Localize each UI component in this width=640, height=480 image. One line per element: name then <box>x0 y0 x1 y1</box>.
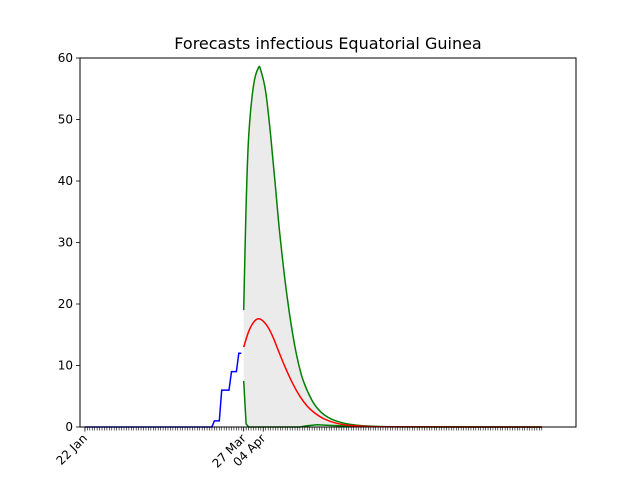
uncertainty-band <box>243 67 542 428</box>
x-tick-label: 22 Jan <box>54 431 90 467</box>
y-tick-label: 10 <box>58 359 73 373</box>
plot-area <box>84 65 542 428</box>
y-tick-label: 20 <box>58 297 73 311</box>
upper-bound-line <box>242 65 542 428</box>
y-tick-label: 0 <box>65 420 73 434</box>
axes-frame <box>79 57 577 428</box>
y-tick-label: 40 <box>58 174 73 188</box>
y-tick-label: 30 <box>58 236 73 250</box>
y-tick-label: 50 <box>58 113 73 127</box>
y-tick-label: 60 <box>58 51 73 65</box>
forecast-line <box>242 318 542 428</box>
observed-line <box>84 352 242 428</box>
chart-title: Forecasts infectious Equatorial Guinea <box>174 34 481 53</box>
y-axis: 0 10 20 30 40 50 60 <box>58 51 80 434</box>
